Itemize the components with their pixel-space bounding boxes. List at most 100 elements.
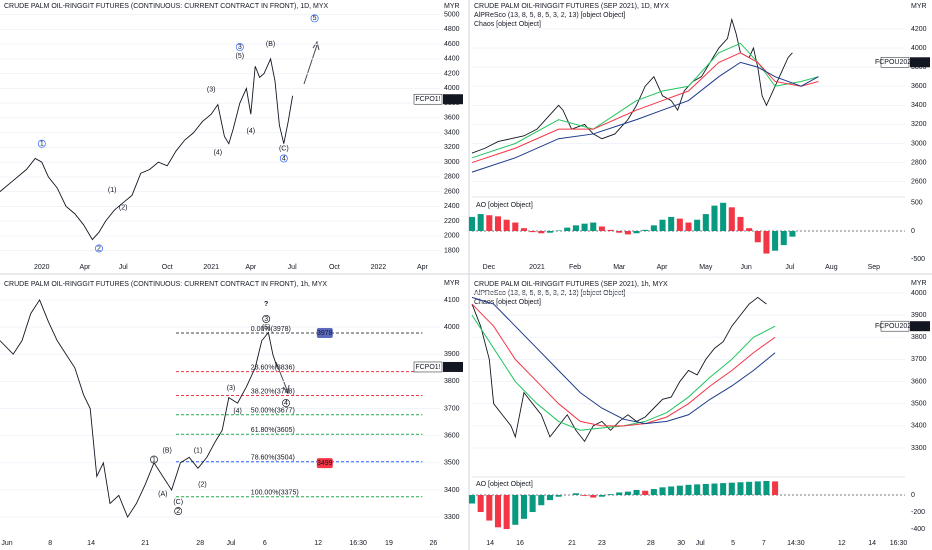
ao-bar — [702, 214, 709, 231]
ao-bar — [659, 219, 666, 231]
ao-bar — [529, 495, 536, 513]
x-tick-label: Jun — [1, 540, 12, 547]
ao-bar — [538, 231, 545, 234]
y-tick-label: 3800 — [444, 378, 460, 385]
symbol-tag-label: FCPO1! — [415, 364, 440, 371]
symbol-tag-label: FCPOU2021 — [875, 59, 915, 66]
wave-label: (1) — [194, 447, 203, 454]
ao-bar — [468, 216, 476, 231]
wave-label: 1 — [152, 456, 156, 463]
ao-bar — [590, 222, 597, 231]
ao-bar — [754, 231, 761, 243]
y-tick-label: 3500 — [444, 460, 460, 467]
ao-bar — [685, 222, 692, 231]
wave-label: (5) — [236, 53, 245, 60]
y-tick-label: 3200 — [911, 121, 927, 128]
ao-bar — [607, 494, 614, 496]
arrow — [275, 361, 288, 391]
y-tick-label: 2600 — [911, 178, 927, 185]
ao-bar — [772, 481, 779, 496]
wave-circle — [37, 139, 46, 148]
ao-bar — [737, 216, 744, 231]
ao-bar — [607, 229, 614, 231]
panel-title: AO [object Object] — [476, 202, 533, 209]
x-tick-label: 12 — [838, 540, 846, 547]
x-tick-label: 2021 — [203, 264, 219, 271]
y-tick-label: 3700 — [444, 405, 460, 412]
fib-label: 0.00%(3978) — [251, 326, 291, 333]
ao-bar — [555, 495, 562, 497]
ao-bar — [763, 231, 770, 254]
y-tick-label: 0 — [911, 492, 915, 499]
ao-bar — [494, 216, 502, 231]
x-tick-label: Sep — [868, 264, 881, 271]
y-tick-label: 2200 — [444, 218, 460, 225]
y-tick-label: 3900 — [911, 312, 927, 319]
y-tick-label: 2600 — [444, 188, 460, 195]
wave-circle — [174, 507, 183, 516]
price-box — [316, 328, 333, 339]
wave-label: 2 — [97, 245, 101, 252]
symbol-tag — [413, 361, 443, 373]
price-tag-label: 3853 — [445, 364, 461, 371]
moving-average — [471, 296, 776, 425]
ao-bar — [676, 485, 683, 496]
x-tick-label: Apr — [417, 264, 429, 271]
symbol-tag-label: FCPOU2021 — [875, 323, 915, 330]
ao-bar — [642, 490, 649, 496]
y-tick-label: 3400 — [444, 129, 460, 136]
y-tick-label: -200 — [911, 509, 925, 516]
ao-bar — [538, 495, 545, 506]
ao-bar — [633, 489, 640, 496]
y-tick-label: 4200 — [911, 26, 927, 33]
ao-bar — [555, 230, 562, 231]
y-tick-label: 3600 — [911, 378, 927, 385]
fib-label: 61.80%(3605) — [251, 427, 295, 434]
price-box-label: 3499 — [317, 460, 333, 467]
x-tick-label: 28 — [196, 540, 204, 547]
x-tick-label: Apr — [657, 264, 669, 271]
x-tick-label: 26 — [430, 540, 438, 547]
moving-average — [471, 52, 819, 164]
wave-circle — [95, 244, 103, 253]
ao-bar — [624, 491, 631, 496]
symbol-tag — [413, 93, 443, 105]
ao-bar — [546, 231, 553, 233]
wave-label: (2) — [198, 481, 207, 488]
price-line — [0, 298, 278, 519]
axis-unit: MYR — [444, 280, 460, 287]
price-box — [316, 458, 333, 469]
price-tag — [910, 57, 930, 68]
y-tick-label: 2800 — [911, 159, 927, 166]
x-tick-label: 14 — [486, 540, 494, 547]
ao-bar — [789, 231, 796, 237]
ao-bar — [616, 231, 623, 233]
ao-bar — [642, 229, 649, 231]
price-line — [471, 296, 767, 443]
ao-bar — [486, 495, 493, 521]
symbol-tag — [880, 57, 910, 68]
x-tick-label: 16 — [516, 540, 524, 547]
x-tick-label: Jul — [696, 540, 705, 547]
y-tick-label: 3600 — [444, 432, 460, 439]
wave-circle — [310, 14, 319, 23]
symbol-tag-label: FCPO1! — [415, 96, 440, 103]
ao-bar — [650, 489, 657, 496]
ao-bar — [694, 484, 701, 496]
y-tick-label: 3400 — [911, 423, 927, 430]
indicator-label: Chaos [object Object] — [474, 299, 541, 306]
y-tick-label: 3400 — [911, 102, 927, 109]
wave-label: ? — [264, 301, 268, 308]
arrow-head — [282, 384, 290, 395]
x-tick-label: 12 — [314, 540, 322, 547]
y-tick-label: 500 — [911, 200, 923, 207]
panel-title: CRUDE PALM OIL-RINGGIT FUTURES (SEP 2021… — [474, 3, 669, 10]
arrow-head — [312, 40, 320, 51]
ao-bar — [572, 225, 579, 231]
wave-label: (B) — [266, 41, 275, 48]
y-tick-label: 2400 — [444, 203, 460, 210]
y-tick-label: -500 — [911, 256, 925, 263]
x-tick-label: 14 — [87, 540, 95, 547]
x-tick-label: 2022 — [371, 264, 387, 271]
y-tick-label: 4000 — [444, 85, 460, 92]
